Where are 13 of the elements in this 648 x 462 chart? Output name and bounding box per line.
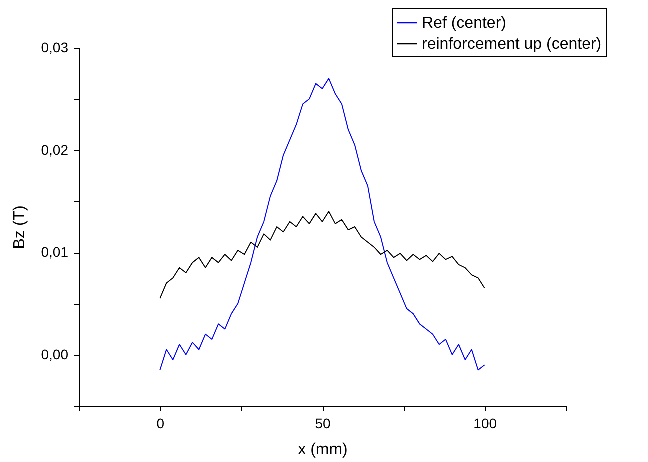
legend-label: reinforcement up (center) [422,36,602,53]
legend-label: Ref (center) [422,15,506,32]
line-series [160,211,486,300]
x-axis-title: x (mm) [298,442,348,458]
line-series [160,78,486,371]
x-tick-label: 0 [156,416,165,432]
y-tick-label: 0,00 [41,346,69,362]
y-axis-title: Bz (T) [11,206,28,250]
y-tick-label: 0,01 [41,244,69,260]
x-tick-label: 50 [315,416,331,432]
y-tick-label: 0,03 [41,40,69,56]
x-tick-label: 100 [474,416,498,432]
y-tick-label: 0,02 [41,142,69,158]
